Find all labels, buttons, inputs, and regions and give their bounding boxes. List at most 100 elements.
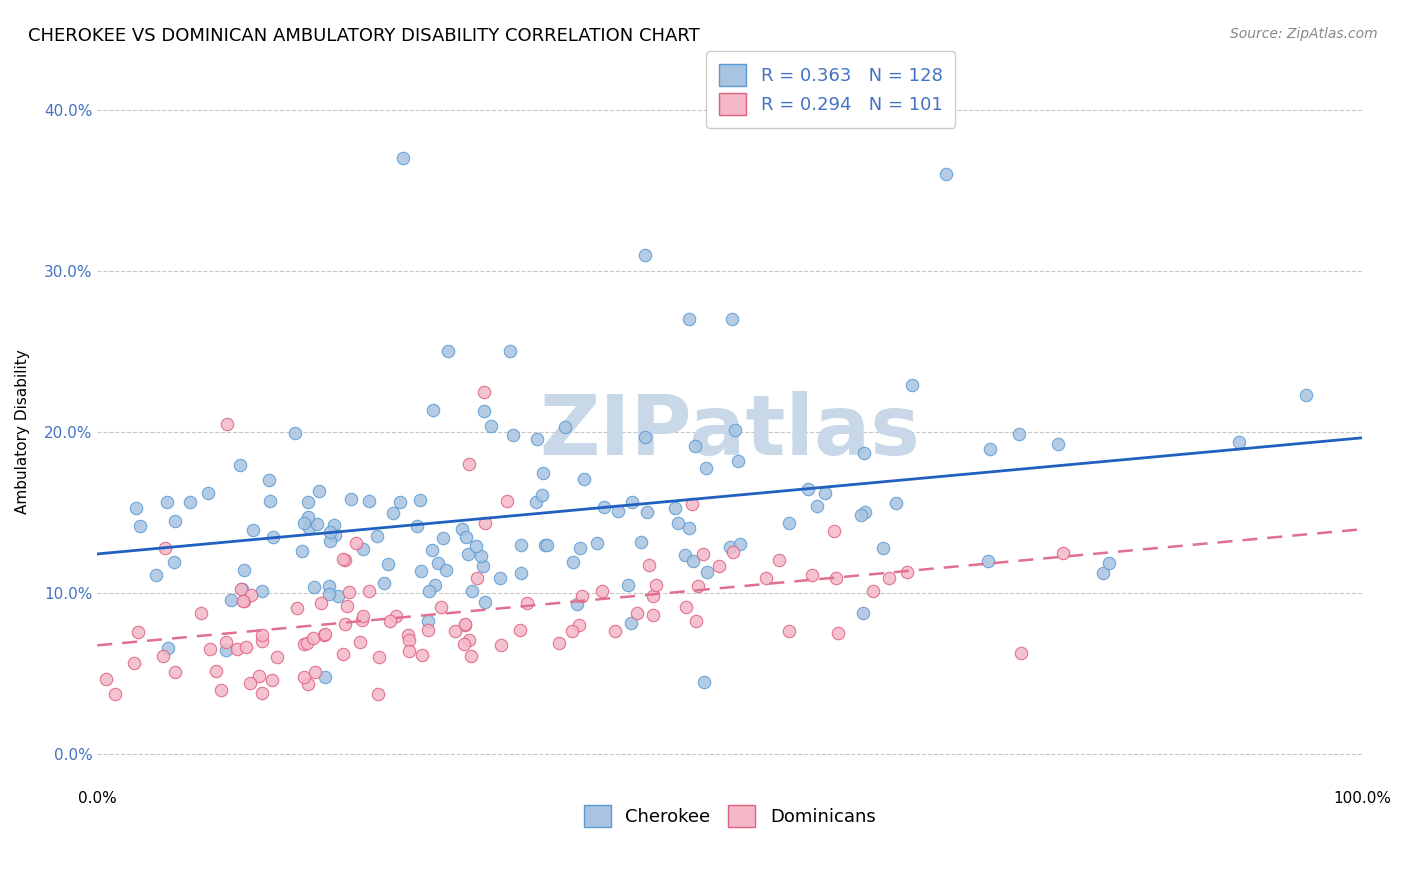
Cherokee (727, 454, 749, 468)
Cherokee (298, 521, 321, 535)
Dominicans (681, 498, 703, 512)
Dominicans (474, 516, 496, 530)
Cherokee (322, 517, 344, 532)
Cherokee (637, 505, 659, 519)
Cherokee (323, 527, 346, 541)
Cherokee (664, 500, 686, 515)
Dominicans (198, 641, 221, 656)
Dominicans (252, 633, 274, 648)
Cherokee (572, 472, 595, 486)
Cherokee (1227, 434, 1250, 449)
Dominicans (453, 637, 475, 651)
Dominicans (215, 417, 238, 431)
Cherokee (502, 428, 524, 442)
Cherokee (215, 642, 238, 657)
Cherokee (616, 578, 638, 592)
Cherokee (531, 487, 554, 501)
Cherokee (562, 555, 585, 569)
Dominicans (122, 657, 145, 671)
Cherokee (901, 378, 924, 392)
Cherokee (319, 525, 342, 540)
Dominicans (1052, 546, 1074, 560)
Cherokee (250, 584, 273, 599)
Cherokee (728, 537, 751, 551)
Cherokee (977, 554, 1000, 568)
Cherokee (328, 589, 350, 603)
Dominicans (862, 583, 884, 598)
Cherokee (634, 430, 657, 444)
Dominicans (312, 627, 335, 641)
Dominicans (335, 553, 357, 567)
Dominicans (304, 665, 326, 679)
Dominicans (489, 638, 512, 652)
Cherokee (409, 564, 432, 578)
Cherokee (179, 494, 201, 508)
Cherokee (434, 563, 457, 577)
Dominicans (465, 571, 488, 585)
Cherokee (304, 580, 326, 594)
Cherokee (510, 538, 533, 552)
Cherokee (257, 473, 280, 487)
Cherokee (233, 563, 256, 577)
Cherokee (340, 491, 363, 506)
Dominicans (225, 642, 247, 657)
Dominicans (460, 648, 482, 663)
Cherokee (461, 583, 484, 598)
Dominicans (643, 608, 665, 623)
Cherokee (569, 541, 592, 555)
Cherokee (489, 571, 512, 585)
Dominicans (335, 617, 357, 632)
Dominicans (416, 624, 439, 638)
Dominicans (823, 524, 845, 538)
Cherokee (585, 536, 607, 550)
Cherokee (872, 541, 894, 556)
Dominicans (337, 584, 360, 599)
Cherokee (470, 549, 492, 563)
Cherokee (979, 442, 1001, 457)
Dominicans (827, 626, 849, 640)
Cherokee (418, 583, 440, 598)
Cherokee (696, 566, 718, 580)
Dominicans (454, 618, 477, 632)
Dominicans (641, 589, 664, 603)
Dominicans (205, 664, 228, 678)
Dominicans (603, 624, 626, 639)
Cherokee (308, 484, 330, 499)
Dominicans (240, 588, 263, 602)
Cherokee (682, 554, 704, 568)
Dominicans (332, 552, 354, 566)
Cherokee (454, 530, 477, 544)
Cherokee (305, 517, 328, 532)
Cherokee (935, 167, 957, 181)
Dominicans (778, 624, 800, 638)
Dominicans (768, 553, 790, 567)
Dominicans (637, 558, 659, 573)
Dominicans (352, 609, 374, 624)
Cherokee (853, 446, 876, 460)
Cherokee (853, 505, 876, 519)
Dominicans (314, 627, 336, 641)
Cherokee (357, 493, 380, 508)
Dominicans (457, 632, 479, 647)
Dominicans (396, 628, 419, 642)
Cherokee (778, 516, 800, 530)
Cherokee (796, 482, 818, 496)
Cherokee (630, 535, 652, 549)
Dominicans (247, 669, 270, 683)
Dominicans (685, 615, 707, 629)
Cherokee (813, 486, 835, 500)
Dominicans (232, 594, 254, 608)
Cherokee (406, 518, 429, 533)
Dominicans (285, 601, 308, 615)
Dominicans (591, 584, 613, 599)
Cherokee (1091, 566, 1114, 581)
Cherokee (531, 466, 554, 480)
Cherokee (678, 312, 700, 326)
Cherokee (509, 566, 531, 580)
Dominicans (367, 687, 389, 701)
Dominicans (302, 631, 325, 645)
Dominicans (547, 636, 569, 650)
Dominicans (336, 599, 359, 614)
Dominicans (235, 640, 257, 654)
Dominicans (309, 597, 332, 611)
